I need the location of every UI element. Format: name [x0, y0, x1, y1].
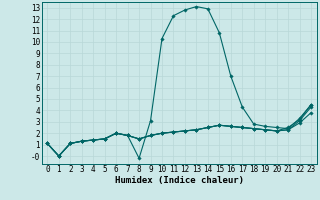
X-axis label: Humidex (Indice chaleur): Humidex (Indice chaleur)	[115, 176, 244, 185]
